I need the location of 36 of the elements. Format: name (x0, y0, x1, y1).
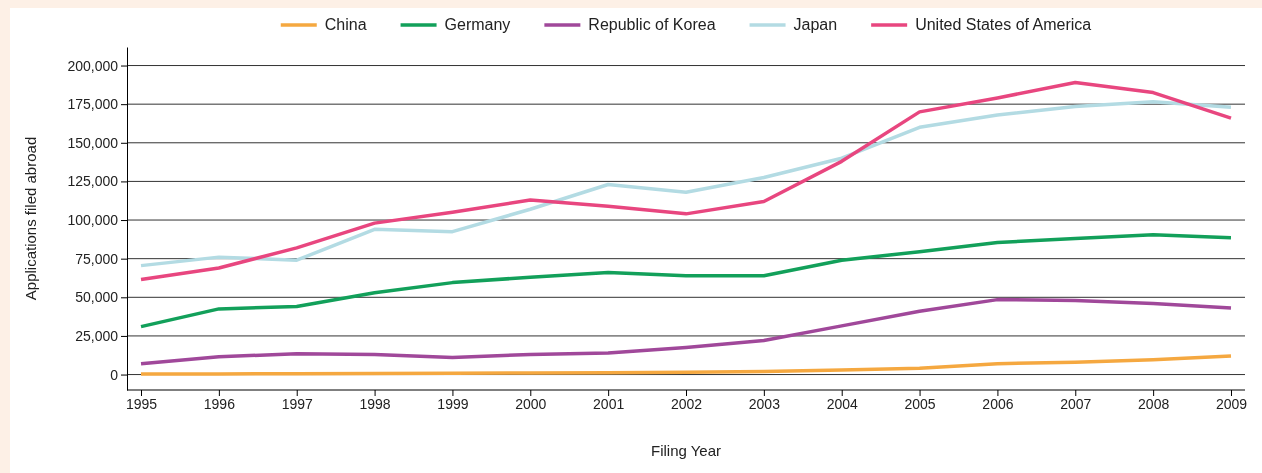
line-series (139, 100, 1233, 268)
legend-label: Germany (444, 16, 511, 33)
x-tick-label: 2003 (748, 395, 781, 412)
x-tick-label: 2005 (904, 395, 936, 412)
x-tick-label: 2002 (670, 395, 703, 412)
y-tick-label: 25,000 (75, 327, 119, 344)
x-tick-label: 1996 (203, 395, 236, 412)
x-tick-label: 1995 (125, 395, 158, 412)
y-tick-label: 200,000 (67, 57, 119, 74)
legend-label: Republic of Korea (588, 16, 716, 33)
line-series (139, 297, 1233, 366)
x-tick-label: 2007 (1060, 395, 1092, 412)
line-series (139, 80, 1233, 282)
x-tick-label: 2006 (982, 395, 1014, 412)
x-tick-label: 2000 (515, 395, 547, 412)
y-tick-label: 50,000 (75, 289, 119, 306)
x-axis-title: Filing Year (650, 442, 722, 459)
y-tick-label: 125,000 (67, 173, 119, 190)
y-axis-title: Applications filed abroad (22, 136, 39, 301)
y-tick-label: 0 (110, 366, 119, 383)
x-tick-label: 1999 (437, 395, 469, 412)
line-series (139, 354, 1233, 376)
x-tick-label: 1998 (359, 395, 391, 412)
y-tick-label: 100,000 (67, 212, 119, 229)
x-tick-label: 2004 (826, 395, 858, 412)
x-tick-label: 2001 (593, 395, 625, 412)
legend-label: United States of America (915, 16, 1092, 33)
legend-label: China (324, 16, 367, 33)
y-tick-label: 150,000 (67, 134, 119, 151)
legend-label: Japan (793, 16, 838, 33)
line-series (139, 232, 1233, 329)
x-tick-label: 1997 (281, 395, 313, 412)
y-tick-label: 175,000 (67, 96, 119, 113)
y-tick-label: 75,000 (75, 250, 119, 267)
x-tick-label: 2009 (1215, 395, 1248, 412)
x-tick-label: 2008 (1138, 395, 1170, 412)
